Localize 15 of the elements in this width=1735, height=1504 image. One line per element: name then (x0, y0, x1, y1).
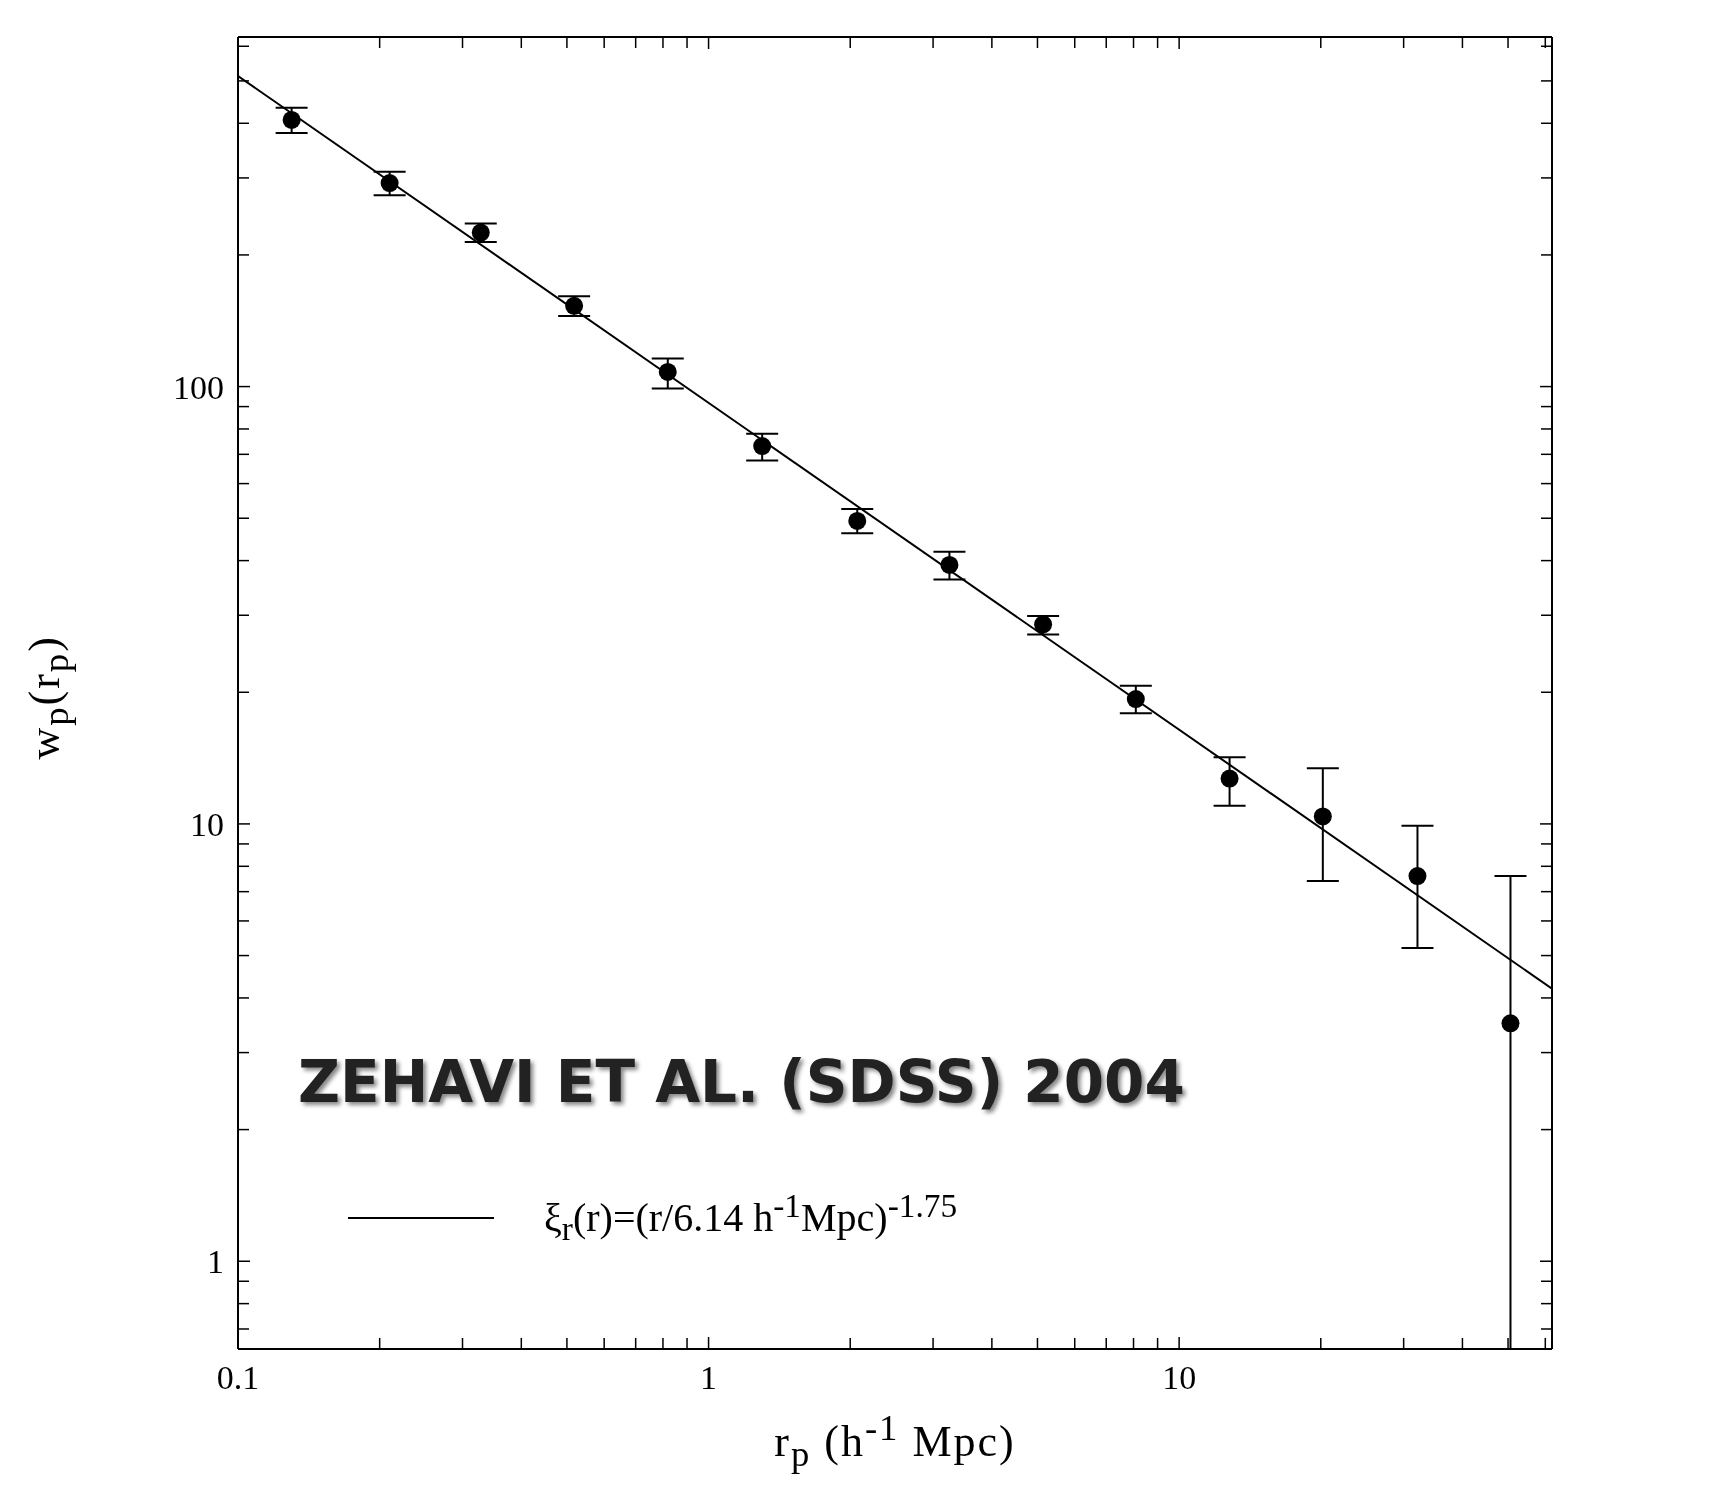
x-axis-title: r$_{p}$ (h$^{-1}$ Mpc) (774, 1407, 1016, 1474)
x-tick-label: 1 (700, 1359, 718, 1397)
legend-label: ξ$_{r}$(r)=(r/6.14 h$^{-1}$Mpc)$^{-1.75}$ (544, 1187, 958, 1249)
x-tick-label: 10 (1162, 1359, 1197, 1397)
y-tick-label: 1 (207, 1243, 224, 1281)
point (1501, 1014, 1520, 1033)
y-tick-label: 10 (190, 805, 224, 843)
point (1034, 615, 1053, 634)
point (1313, 807, 1332, 826)
point (471, 223, 490, 242)
y-tick-label: 100 (173, 368, 224, 406)
annotation: ZEHAVI ET AL. (SDSS) 2004 (298, 1048, 1185, 1116)
x-tick-label: 0.1 (216, 1359, 260, 1397)
point (1220, 769, 1239, 788)
point (1408, 867, 1427, 886)
